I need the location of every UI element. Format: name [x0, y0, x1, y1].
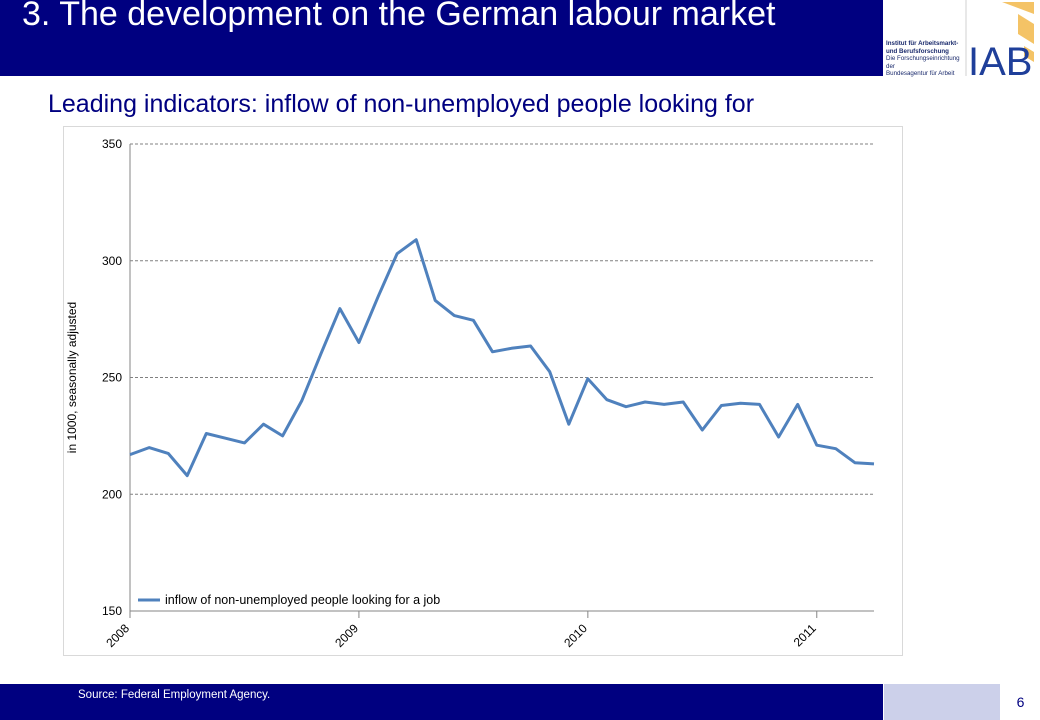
institute-line-3: Die Forschungseinrichtung der: [886, 55, 960, 70]
iab-logo: IAB Institut für Arbeitsmarkt- und Beruf…: [884, 0, 1040, 84]
institute-line-2: und Berufsforschung: [886, 47, 949, 55]
slide-subtitle: Leading indicators: inflow of non-unempl…: [48, 90, 755, 118]
series-line: [129, 238, 875, 478]
y-axis-title: in 1000, seasonally adjusted: [65, 302, 79, 453]
footer-bar: [0, 684, 883, 720]
institute-line-4: Bundesagentur für Arbeit: [886, 70, 955, 77]
line-chart: 150 200 250 300 350 2008 2009 2010 2011 in 1000, …: [65, 137, 875, 650]
page-number: 6: [1001, 684, 1040, 720]
y-tick-label: 350: [102, 137, 122, 151]
chart-area: 150 200 250 300 350 2008 2009 2010 2011 in 1000, …: [63, 126, 903, 656]
slide-title: 3. The development on the German labour …: [22, 0, 776, 33]
institute-line-1: Institut für Arbeitsmarkt-: [886, 40, 959, 47]
y-tick-label: 300: [102, 254, 122, 268]
iab-brand-text: IAB: [968, 40, 1032, 76]
institute-name: Institut für Arbeitsmarkt- und Berufsfor…: [886, 40, 966, 78]
source-note: Source: Federal Employment Agency.: [78, 689, 271, 701]
x-tick-label: 2009: [332, 621, 361, 650]
legend-label: inflow of non-unemployed people looking …: [165, 593, 440, 607]
y-tick-label: 200: [102, 487, 122, 501]
x-tick-label: 2010: [561, 621, 590, 650]
x-tick-label: 2008: [103, 621, 132, 650]
y-tick-label: 150: [102, 604, 122, 618]
footer-accent: [884, 684, 1000, 720]
x-tick-label: 2011: [791, 621, 819, 649]
y-tick-label: 250: [102, 371, 122, 385]
header-bar: 3. The development on the German labour …: [0, 0, 883, 76]
